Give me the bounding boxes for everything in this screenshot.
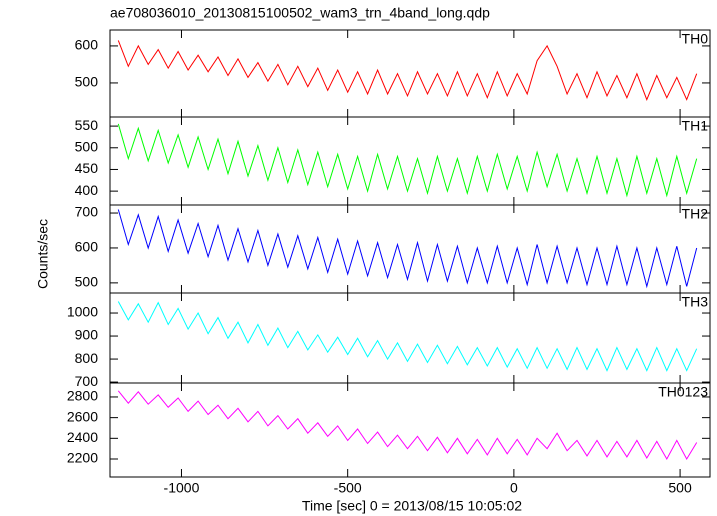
y-tick-label: 500 <box>75 74 99 90</box>
light-curve <box>117 209 698 289</box>
panel-label: TH1 <box>682 118 709 134</box>
panel-label: TH2 <box>682 206 709 222</box>
y-tick-label: 1000 <box>67 304 98 320</box>
light-curve <box>117 40 698 101</box>
x-tick-label: -500 <box>334 480 362 496</box>
y-tick-label: 800 <box>75 350 99 366</box>
y-tick-label: 900 <box>75 327 99 343</box>
panel-frame <box>109 116 711 206</box>
panel-frame <box>109 292 711 384</box>
panel-frame <box>109 382 711 478</box>
x-axis-label: Time [sec] 0 = 2013/08/15 10:05:02 <box>302 498 522 514</box>
x-tick-label: 0 <box>510 480 518 496</box>
y-tick-label: 2400 <box>67 429 98 445</box>
light-curve <box>117 301 698 372</box>
y-tick-label: 2600 <box>67 408 98 424</box>
y-tick-label: 2800 <box>67 388 98 404</box>
panel-label: TH0123 <box>658 384 708 400</box>
light-curve <box>117 123 698 198</box>
y-tick-label: 500 <box>75 274 99 290</box>
y-tick-label: 700 <box>75 373 99 389</box>
panel-frame <box>109 204 711 294</box>
x-tick-label: -1000 <box>164 480 200 496</box>
chart-title: ae708036010_20130815100502_wam3_trn_4ban… <box>110 5 490 21</box>
y-tick-label: 400 <box>75 182 99 198</box>
y-tick-label: 600 <box>75 239 99 255</box>
y-tick-label: 500 <box>75 138 99 154</box>
y-tick-label: 2200 <box>67 450 98 466</box>
y-tick-label: 550 <box>75 117 99 133</box>
y-tick-label: 600 <box>75 37 99 53</box>
panel-label: TH3 <box>682 294 709 310</box>
x-tick-label: 500 <box>668 480 692 496</box>
panel-frame <box>109 29 711 118</box>
y-axis-label: Counts/sec <box>35 219 51 289</box>
y-tick-label: 700 <box>75 204 99 220</box>
y-tick-label: 450 <box>75 160 99 176</box>
panel-label: TH0 <box>682 31 709 47</box>
light-curve <box>117 390 698 461</box>
